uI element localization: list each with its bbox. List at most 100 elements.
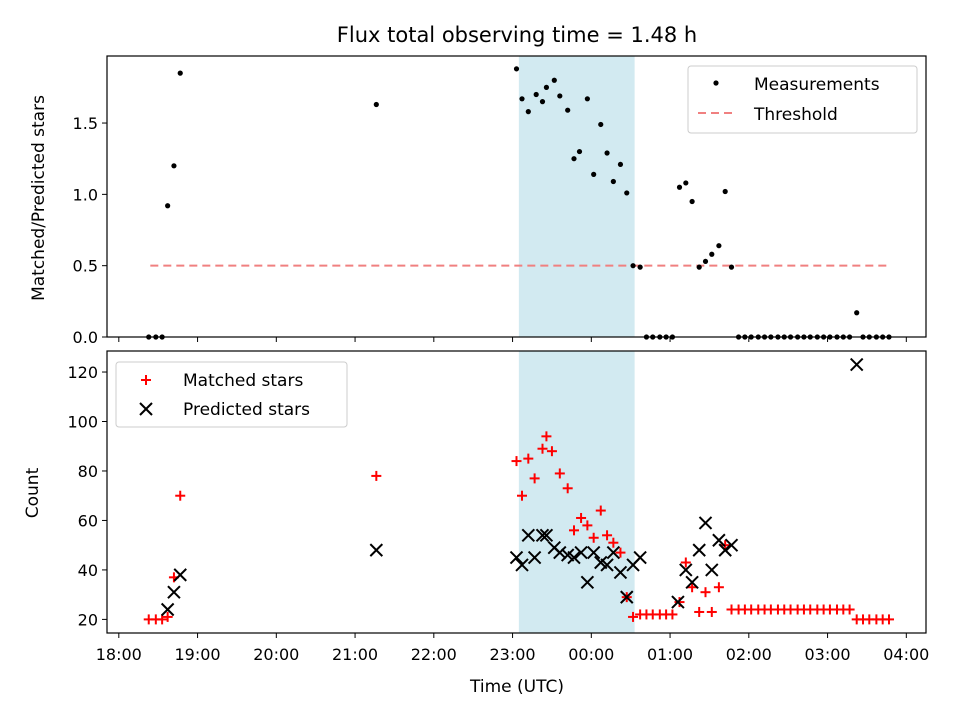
bottom-y-axis-label: Count <box>23 467 43 518</box>
data-point <box>637 264 643 270</box>
data-point <box>713 582 724 593</box>
y-tick-label: 1.0 <box>73 185 98 204</box>
data-point <box>574 545 588 560</box>
x-tick-label: 01:00 <box>647 645 693 664</box>
x-tick-label: 00:00 <box>568 645 614 664</box>
axes-frame <box>106 350 927 634</box>
legend: Measurements Threshold <box>687 65 918 134</box>
data-point <box>567 550 581 565</box>
data-point <box>674 597 685 608</box>
data-point <box>576 148 583 155</box>
data-point <box>630 263 636 269</box>
data-point <box>167 585 181 599</box>
y-tick-label: 60 <box>78 511 98 530</box>
data-point <box>371 470 382 481</box>
data-point <box>595 505 606 516</box>
data-point <box>683 180 689 186</box>
data-point <box>696 264 702 270</box>
data-point <box>705 563 719 577</box>
y-tick-label: 80 <box>78 462 98 481</box>
data-point <box>523 453 534 464</box>
legend-label-threshold: Threshold <box>753 105 838 125</box>
data-point <box>600 558 614 572</box>
data-point <box>702 258 709 265</box>
data-point <box>722 188 728 195</box>
data-point <box>539 528 554 542</box>
y-tick-label: 0.0 <box>73 328 98 347</box>
data-point <box>615 547 626 558</box>
data-point <box>553 545 567 560</box>
count-panel: 20 40 60 80 100 120 18:00 19:00 20:00 21:00 22:00 2… <box>67 350 929 664</box>
data-point <box>171 163 177 169</box>
x-tick-label: 20:00 <box>253 645 299 664</box>
data-point <box>562 483 573 494</box>
data-point <box>854 310 860 316</box>
data-point <box>509 550 524 565</box>
data-point <box>610 178 616 185</box>
data-point <box>849 357 864 372</box>
data-point <box>628 611 639 622</box>
x-tick-label: 22:00 <box>411 645 457 664</box>
data-point <box>177 70 183 76</box>
y-tick-label: 1.5 <box>73 114 98 133</box>
data-point <box>565 107 571 113</box>
data-point <box>173 568 187 582</box>
data-point <box>604 150 610 156</box>
data-point <box>883 614 894 625</box>
data-point <box>588 532 599 543</box>
series-matched-stars <box>143 431 894 625</box>
legend-marker-measurements <box>713 80 719 86</box>
data-point <box>529 473 540 484</box>
data-point <box>844 604 855 615</box>
data-point <box>698 516 713 530</box>
data-point <box>521 528 536 542</box>
x-tick-label: 23:00 <box>490 645 536 664</box>
observing-window-span <box>518 351 635 633</box>
y-tick-label: 100 <box>67 413 98 432</box>
data-point <box>525 109 531 115</box>
data-point <box>617 161 624 168</box>
legend-marker-predicted <box>139 402 153 416</box>
y-tick-label: 40 <box>78 561 98 580</box>
data-point <box>724 538 739 552</box>
top-y-axis-label: Matched/Predicted stars <box>29 95 49 301</box>
y-tick-label: 20 <box>78 610 98 629</box>
legend-box <box>687 65 918 134</box>
data-point <box>671 595 685 609</box>
y-tick-label: 120 <box>67 363 98 382</box>
data-point <box>162 611 173 622</box>
x-tick-label: 18:00 <box>96 645 142 664</box>
data-point <box>515 558 529 572</box>
data-point <box>700 587 711 598</box>
data-point <box>676 184 683 190</box>
data-point <box>689 198 695 205</box>
data-point <box>511 456 522 467</box>
data-point <box>608 537 619 548</box>
x-axis-label: Time (UTC) <box>469 677 564 697</box>
data-point <box>620 590 634 604</box>
data-point <box>568 525 579 536</box>
x-tick-label: 21:00 <box>332 645 378 664</box>
data-point <box>175 490 186 501</box>
data-point <box>606 545 621 560</box>
x-tick-label: 19:00 <box>175 645 221 664</box>
data-point <box>160 602 175 617</box>
observing-window-span <box>518 56 635 337</box>
data-point <box>680 557 691 568</box>
data-point <box>598 121 604 128</box>
data-point <box>513 66 520 72</box>
ratio-panel: 0.0 0.5 1.0 1.5 Measurements Threshold <box>73 55 927 347</box>
legend-label-predicted: Predicted stars <box>183 400 310 420</box>
data-point <box>716 243 722 249</box>
legend-marker-matched <box>141 375 151 385</box>
data-point <box>586 545 601 560</box>
x-tick-label: 04:00 <box>883 645 929 664</box>
legend-box <box>115 361 348 428</box>
data-point <box>694 606 705 617</box>
data-point <box>369 543 384 557</box>
data-point <box>692 543 706 557</box>
data-point <box>685 575 699 589</box>
data-point <box>712 533 726 547</box>
legend-label-matched: Matched stars <box>183 371 303 391</box>
